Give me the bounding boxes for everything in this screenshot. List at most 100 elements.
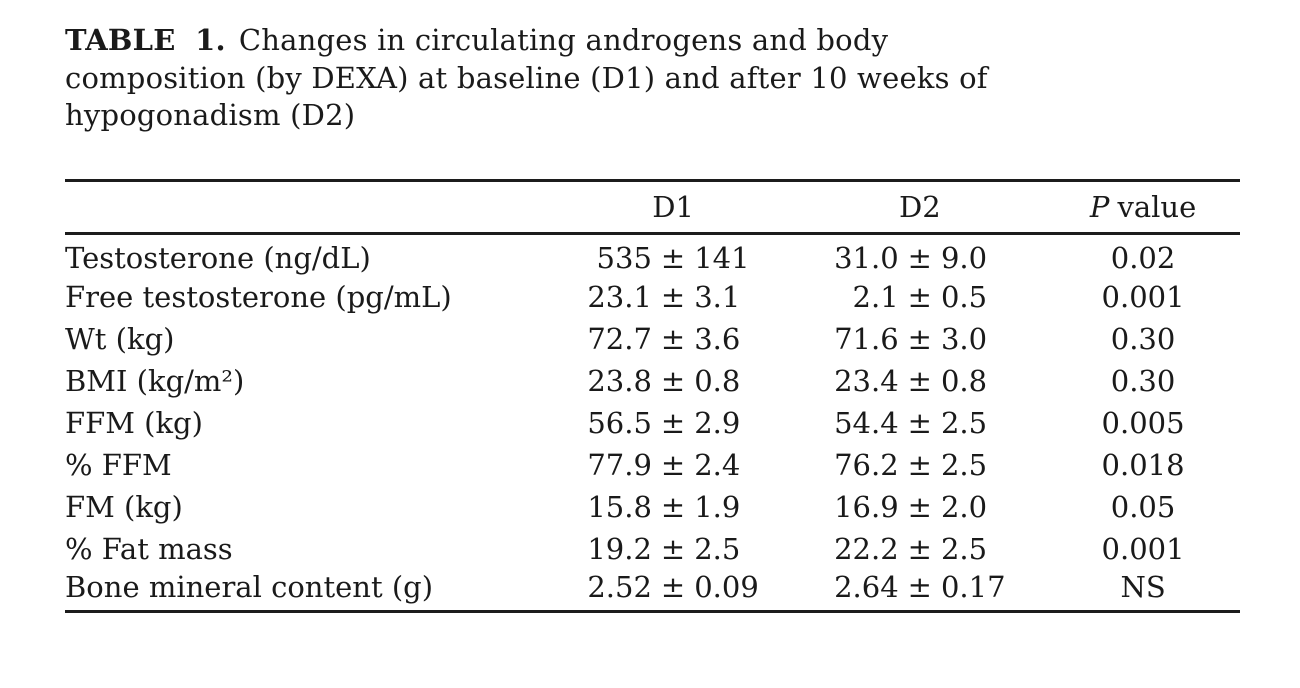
row-label: BMI (kg/m²) — [65, 363, 245, 398]
d1-value-mean: 72.7 — [587, 321, 652, 356]
plus-minus-symbol: ± — [660, 447, 686, 482]
d2-value: 2.64 ±0.17 — [794, 570, 1047, 612]
d1-value-mean: 15.8 — [587, 489, 652, 524]
p-value: 0.30 — [1110, 321, 1176, 356]
p-value: 0.005 — [1101, 405, 1185, 440]
table-body: Testosterone (ng/dL) 535 ±141 31.0 ±9.0 0.02 F… — [65, 234, 1240, 612]
d2-value-sd: 2.5 — [940, 447, 988, 482]
plus-minus-symbol: ± — [907, 531, 932, 566]
plus-minus-symbol: ± — [907, 489, 932, 524]
d2-value-wrap: 31.0 ±9.0 — [794, 241, 1047, 275]
plus-minus-symbol: ± — [660, 405, 686, 440]
table-row: Free testosterone (pg/mL) 23.1 ±3.1 2.1 ±0.5… — [65, 276, 1240, 318]
d2-value-mean: 16.9 — [834, 489, 899, 524]
plus-minus-symbol: ± — [907, 279, 932, 314]
d2-value: 31.0 ±9.0 — [794, 234, 1047, 276]
d2-value-wrap: 2.64 ±0.17 — [794, 570, 1047, 604]
table-row: % Fat mass 19.2 ±2.5 22.2 ±2.5 0.001 — [65, 528, 1240, 570]
d1-value-wrap: 535 ±141 — [553, 241, 794, 275]
d2-value: 54.4 ±2.5 — [794, 402, 1047, 444]
plus-minus-symbol: ± — [907, 321, 932, 356]
d2-value: 22.2 ±2.5 — [794, 528, 1047, 570]
table-row: Bone mineral content (g) 2.52 ±0.09 2.64 ±0.… — [65, 570, 1240, 612]
row-label: % FFM — [65, 447, 172, 482]
d2-value-sd: 0.17 — [940, 569, 1006, 604]
d1-value-mean: 77.9 — [587, 447, 652, 482]
d1-value-sd: 2.9 — [694, 405, 741, 440]
row-label: Bone mineral content (g) — [65, 569, 434, 604]
d2-value: 2.1 ±0.5 — [794, 276, 1047, 318]
d1-value: 535 ±141 — [553, 234, 794, 276]
d1-value: 72.7 ±3.6 — [553, 318, 794, 360]
d2-value-mean: 2.64 — [834, 569, 899, 604]
d1-value: 19.2 ±2.5 — [553, 528, 794, 570]
table-row: Wt (kg) 72.7 ±3.6 71.6 ±3.0 0.30 — [65, 318, 1240, 360]
d1-value: 2.52 ±0.09 — [553, 570, 794, 612]
p-value: 0.001 — [1101, 279, 1185, 314]
d1-value-mean: 23.1 — [587, 279, 652, 314]
d2-value-sd: 9.0 — [940, 240, 988, 275]
table-caption-line-2: composition (by DEXA) at baseline (D1) a… — [65, 60, 988, 95]
table-row: FM (kg) 15.8 ±1.9 16.9 ±2.0 0.05 — [65, 486, 1240, 528]
d2-value-wrap: 2.1 ±0.5 — [794, 280, 1047, 314]
table-row: % FFM 77.9 ±2.4 76.2 ±2.5 0.018 — [65, 444, 1240, 486]
table-row: FFM (kg) 56.5 ±2.9 54.4 ±2.5 0.005 — [65, 402, 1240, 444]
plus-minus-symbol: ± — [660, 531, 686, 566]
d2-value-sd: 2.0 — [940, 489, 988, 524]
d2-value: 71.6 ±3.0 — [794, 318, 1047, 360]
d1-value-mean: 23.8 — [587, 363, 652, 398]
d1-value-sd: 2.5 — [694, 531, 741, 566]
d1-value-sd: 0.09 — [694, 569, 759, 604]
d1-value: 23.1 ±3.1 — [553, 276, 794, 318]
table-caption-label: TABLE 1. — [65, 23, 226, 57]
d2-value-mean: 23.4 — [834, 363, 899, 398]
p-value: 0.018 — [1101, 447, 1185, 482]
plus-minus-symbol: ± — [660, 279, 686, 314]
row-label: FM (kg) — [65, 489, 183, 524]
d2-value: 76.2 ±2.5 — [794, 444, 1047, 486]
p-value: NS — [1120, 569, 1166, 604]
d1-value-mean: 19.2 — [587, 531, 652, 566]
plus-minus-symbol: ± — [907, 569, 932, 604]
header-p-rest: value — [1117, 190, 1197, 225]
d1-value: 56.5 ±2.9 — [553, 402, 794, 444]
d2-value-wrap: 23.4 ±0.8 — [794, 364, 1047, 398]
d2-value-wrap: 22.2 ±2.5 — [794, 532, 1047, 566]
d1-value-sd: 3.1 — [694, 279, 741, 314]
table-caption: TABLE 1. Changes in circulating androgens… — [65, 22, 1240, 135]
plus-minus-symbol: ± — [660, 569, 686, 604]
d2-value: 16.9 ±2.0 — [794, 486, 1047, 528]
d1-value-sd: 2.4 — [694, 447, 741, 482]
d2-value-wrap: 76.2 ±2.5 — [794, 448, 1047, 482]
table-row: Testosterone (ng/dL) 535 ±141 31.0 ±9.0 0.02 — [65, 234, 1240, 276]
d1-value: 15.8 ±1.9 — [553, 486, 794, 528]
plus-minus-symbol: ± — [907, 363, 932, 398]
plus-minus-symbol: ± — [660, 363, 686, 398]
d1-value-wrap: 56.5 ±2.9 — [553, 406, 794, 440]
p-value: 0.05 — [1110, 489, 1176, 524]
paper-table-figure: TABLE 1. Changes in circulating androgens… — [65, 22, 1240, 614]
p-value: 0.001 — [1101, 531, 1185, 566]
d2-value-mean: 2.1 — [852, 279, 899, 314]
d2-value-mean: 22.2 — [834, 531, 899, 566]
d1-value-mean: 2.52 — [587, 569, 652, 604]
d2-value-sd: 0.8 — [940, 363, 988, 398]
d2-value-mean: 76.2 — [834, 447, 899, 482]
d1-value-mean: 535 — [596, 240, 652, 275]
d1-value-wrap: 23.8 ±0.8 — [553, 364, 794, 398]
d2-value-mean: 71.6 — [834, 321, 899, 356]
d2-value-mean: 54.4 — [834, 405, 899, 440]
d2-value-sd: 0.5 — [940, 279, 988, 314]
row-label: Testosterone (ng/dL) — [65, 240, 371, 275]
d1-value-sd: 141 — [694, 240, 750, 275]
plus-minus-symbol: ± — [907, 405, 932, 440]
d2-value-sd: 2.5 — [940, 531, 988, 566]
d1-value-sd: 3.6 — [694, 321, 741, 356]
d1-value-wrap: 19.2 ±2.5 — [553, 532, 794, 566]
p-value: 0.02 — [1110, 240, 1176, 275]
row-label: FFM (kg) — [65, 405, 203, 440]
d2-value-sd: 2.5 — [940, 405, 988, 440]
